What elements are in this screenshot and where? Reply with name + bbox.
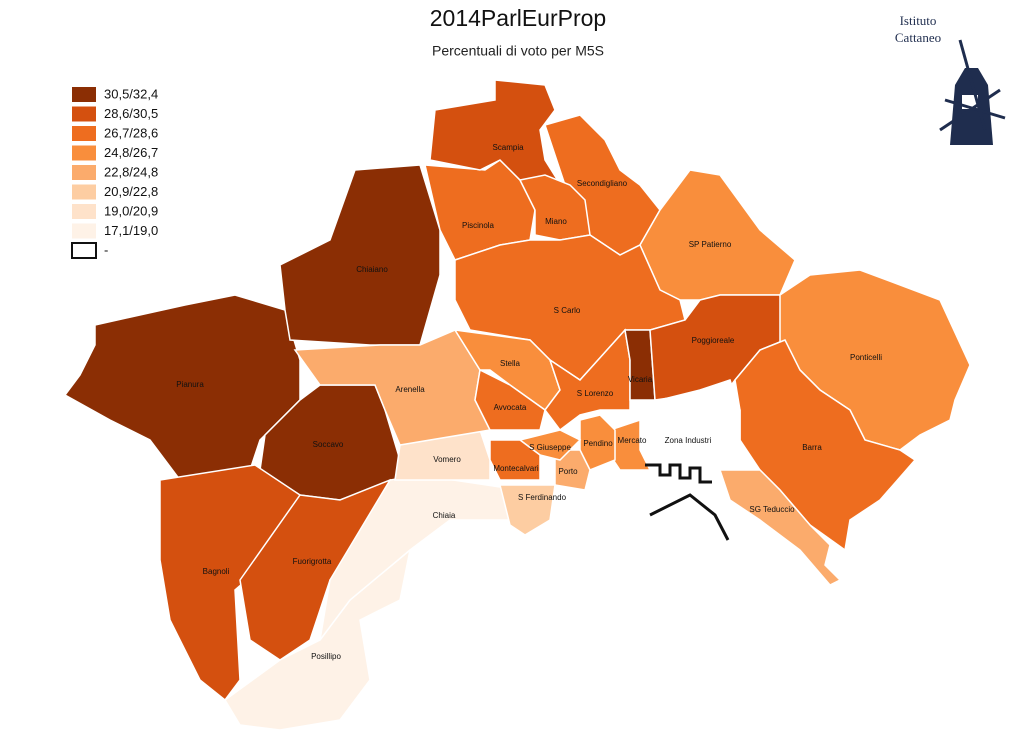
- district-label: SG Teduccio: [749, 505, 795, 514]
- legend-label: 22,8/24,8: [104, 164, 158, 179]
- district-label: Miano: [545, 217, 567, 226]
- pier: [645, 463, 712, 484]
- logo-text: Istituto: [900, 13, 937, 28]
- district-label: S Carlo: [554, 306, 581, 315]
- district-label: Chiaia: [433, 511, 456, 520]
- harbor: [645, 463, 730, 541]
- districts: [63, 79, 971, 731]
- district-label: S Lorenzo: [577, 389, 614, 398]
- district-labels: Pianura Chiaiano Soccavo Bagnoli Fuorigrotta…: [176, 143, 882, 661]
- district-label: Secondigliano: [577, 179, 628, 188]
- district-label: Avvocata: [494, 403, 527, 412]
- legend-label: 17,1/19,0: [104, 223, 158, 238]
- district-label: Barra: [802, 443, 822, 452]
- legend-swatch: [72, 87, 96, 102]
- district-label: Fuorigrotta: [293, 557, 332, 566]
- district-label: Bagnoli: [203, 567, 230, 576]
- legend-label: 24,8/26,7: [104, 145, 158, 160]
- legend-swatch: [72, 204, 96, 219]
- breakwater: [649, 493, 730, 541]
- district-label: Arenella: [395, 385, 425, 394]
- district-label: S Giuseppe: [529, 443, 571, 452]
- district-area: [489, 439, 541, 481]
- district-label: Posillipo: [311, 652, 341, 661]
- district-area: [734, 339, 917, 552]
- subtitle: Percentuali di voto per M5S: [432, 43, 604, 59]
- district-label: Montecalvari: [493, 464, 539, 473]
- logo-text: Cattaneo: [895, 30, 941, 45]
- legend-label: 20,9/22,8: [104, 184, 158, 199]
- legend-swatch: [71, 242, 97, 259]
- district-label: Pianura: [176, 380, 204, 389]
- district-label: Porto: [558, 467, 578, 476]
- district-label: S Ferdinando: [518, 493, 567, 502]
- district-label: Vomero: [433, 455, 461, 464]
- district-area: [554, 449, 591, 491]
- legend-swatch: [72, 106, 96, 122]
- legend-swatch: [72, 145, 96, 161]
- district-label: Piscinola: [462, 221, 495, 230]
- district-label: Zona Industri: [665, 436, 712, 445]
- legend-swatch: [72, 223, 96, 239]
- district-area: [499, 484, 556, 536]
- logo-sails: [939, 39, 1006, 132]
- legend-swatch: [72, 126, 96, 141]
- district-label: Scampia: [492, 143, 524, 152]
- legend-swatch: [72, 165, 96, 180]
- district-label: Stella: [500, 359, 521, 368]
- district-area: [639, 379, 741, 461]
- district-area: [624, 329, 656, 401]
- legend: 30,5/32,4 28,6/30,5 26,7/28,6 24,8/26,7 22,8…: [71, 86, 158, 259]
- legend-label: 30,5/32,4: [104, 86, 158, 101]
- title: 2014ParlEurProp: [430, 5, 606, 31]
- district-label: Vicaria: [628, 375, 653, 384]
- district-area: [224, 548, 412, 731]
- legend-label: 28,6/30,5: [104, 106, 158, 121]
- district-area: [424, 159, 536, 261]
- district-label: SP Patierno: [689, 240, 732, 249]
- district-label: Ponticelli: [850, 353, 882, 362]
- district-label: Soccavo: [313, 440, 344, 449]
- district-label: Chiaiano: [356, 265, 388, 274]
- legend-label: 19,0/20,9: [104, 203, 158, 218]
- logo: Istituto Cattaneo: [895, 13, 1006, 145]
- district-label: Mercato: [618, 436, 647, 445]
- district-area: [544, 328, 631, 432]
- district-label: Pendino: [583, 439, 613, 448]
- district-area: [159, 464, 301, 702]
- legend-label: -: [104, 242, 108, 257]
- district-label: Poggioreale: [692, 336, 735, 345]
- legend-label: 26,7/28,6: [104, 125, 158, 140]
- district-area: [639, 169, 796, 301]
- district-area: [718, 469, 842, 586]
- district-area: [279, 164, 441, 346]
- legend-swatch: [72, 184, 96, 200]
- district-area: [474, 368, 546, 431]
